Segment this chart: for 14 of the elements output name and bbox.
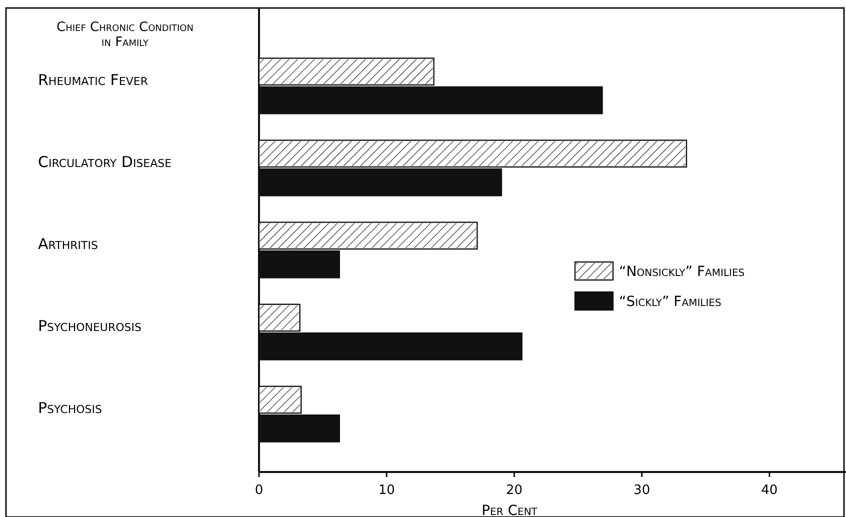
x-tick-label: 0: [254, 483, 264, 498]
y-tick-label: Arthritis: [38, 235, 98, 254]
legend-label: “Sickly” Families: [619, 294, 722, 310]
x-axis-title: Per Cent: [482, 503, 538, 517]
x-tick-label: 40: [761, 483, 778, 498]
legend-label: “Nonsickly” Families: [619, 264, 745, 280]
y-tick-label: Psychosis: [38, 399, 102, 418]
y-tick-label: Psychoneurosis: [38, 317, 142, 336]
y-axis-title: Chief Chronic Condition in Family: [56, 20, 194, 50]
y-tick-label: Rheumatic Fever: [38, 71, 148, 90]
y-tick-label: Circulatory Disease: [38, 153, 172, 172]
x-tick-label: 30: [634, 483, 650, 498]
x-tick-label: 10: [378, 483, 395, 498]
x-tick-label: 20: [506, 483, 522, 498]
